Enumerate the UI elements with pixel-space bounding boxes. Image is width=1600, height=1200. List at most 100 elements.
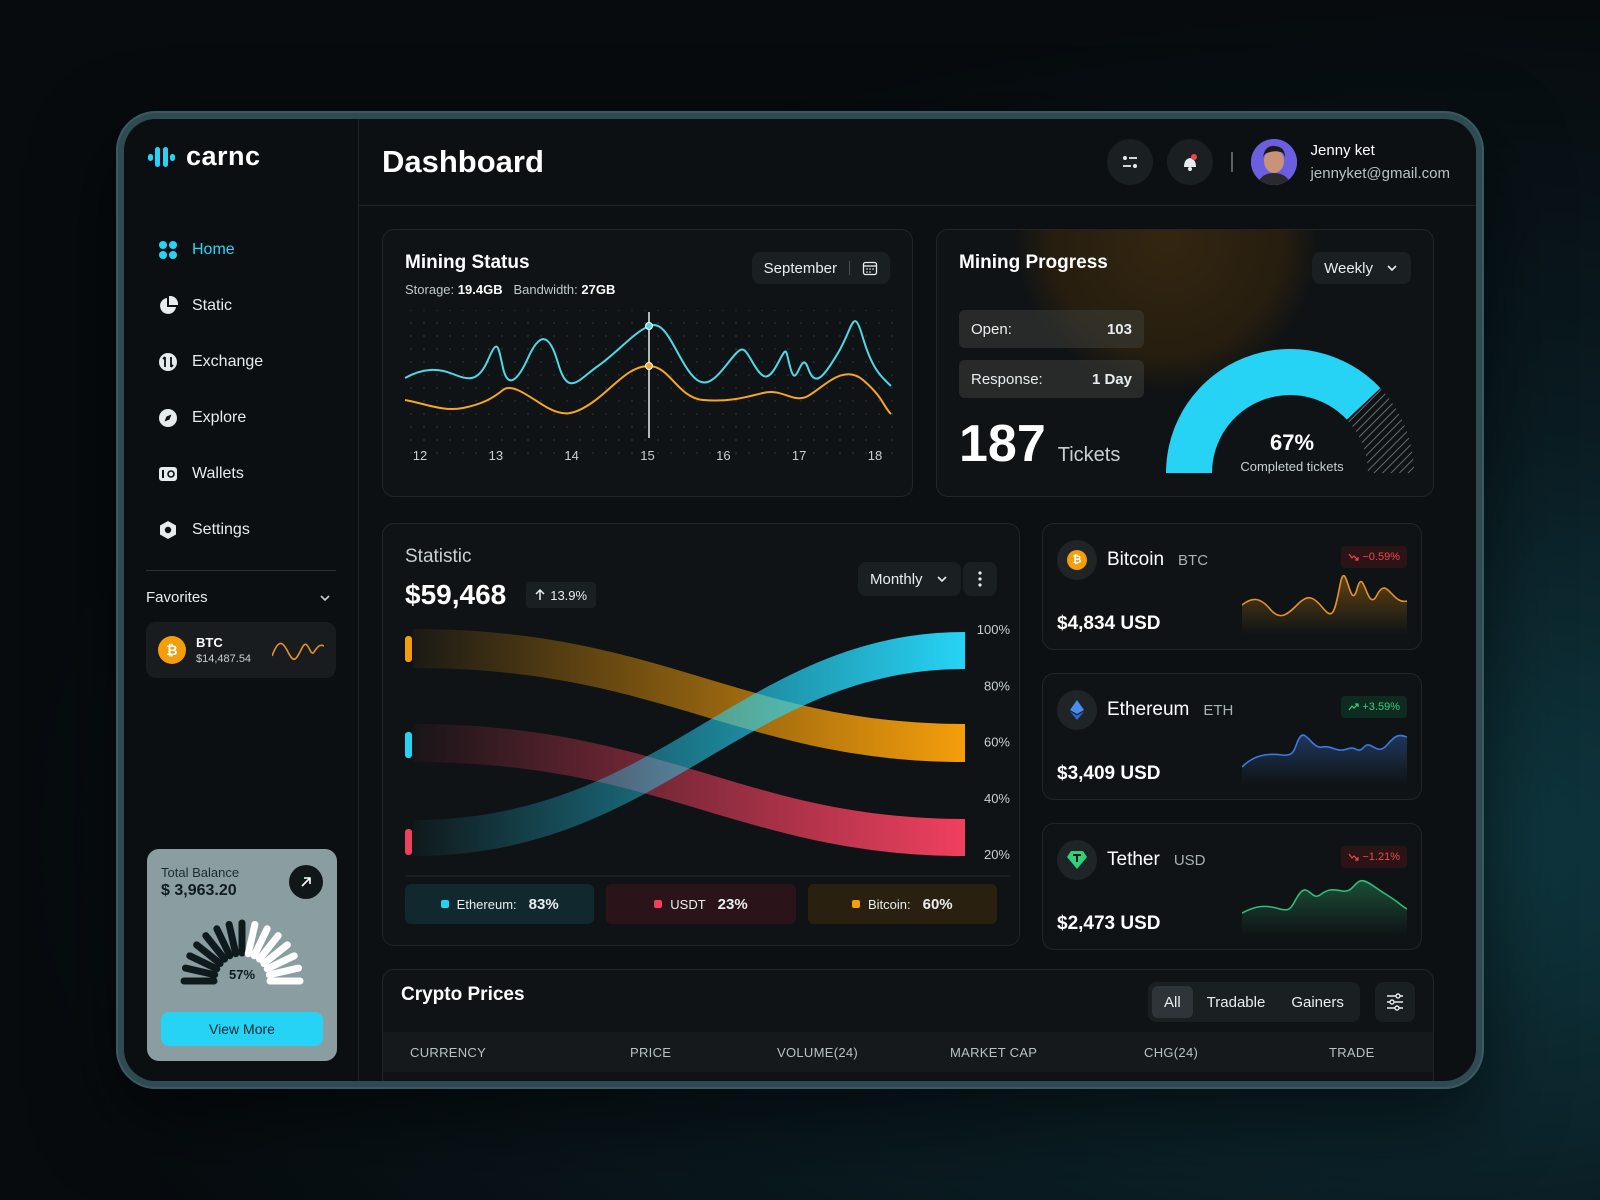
sliders-icon [1387,993,1403,1011]
card-title: Crypto Prices [401,984,525,1005]
sidebar-item-wallets[interactable]: Wallets [146,446,336,502]
exchange-icon [158,352,178,372]
mining-stats: Storage: 19.4GB Bandwidth: 27GB [405,282,615,297]
legend-bitcoin[interactable]: Bitcoin: 60% [807,884,997,924]
gauge-tick [260,941,291,968]
month-select[interactable]: September [751,252,890,284]
tab-gainers[interactable]: Gainers [1291,993,1344,1011]
user-name: Jenny ket [1310,142,1375,159]
tab-all[interactable]: All [1152,986,1193,1018]
column-header[interactable]: VOLUME(24) [777,1044,859,1060]
arrow-up-right-icon[interactable] [289,865,323,899]
gauge-tick [213,925,234,960]
coin-card-tether[interactable]: Tether USD −1.21% $2,473 USD [1042,823,1422,950]
filter-toggle-button[interactable] [1106,139,1153,185]
sidebar-nav: Home Static Exchange Explore [146,222,336,558]
x-axis-tick-label: 18 [868,448,882,463]
x-axis-tick-label: 12 [413,448,427,463]
balance-label: Total Balance [161,865,240,880]
legend-ethereum[interactable]: Ethereum: 83% [405,884,595,924]
sliders-icon [1122,156,1137,168]
column-header[interactable]: PRICE [630,1044,672,1060]
view-more-button[interactable]: View More [161,1012,323,1046]
period-select[interactable]: Weekly [1312,252,1411,284]
chevron-down-icon [1387,265,1397,272]
bell-icon [1183,154,1197,171]
favorite-item-btc[interactable]: ₿ BTC $14,487.54 [146,622,336,678]
sidebar-item-home[interactable]: Home [146,222,336,278]
change-value: −0.59% [1362,551,1400,563]
change-badge: −1.21% [1341,846,1407,868]
sidebar-item-explore[interactable]: Explore [146,390,336,446]
y-axis-tick-label: 20% [984,847,1010,862]
y-axis-tick-label: 80% [984,678,1010,693]
coin-sparkline [1242,575,1407,635]
tether-icon [1057,840,1097,880]
x-axis-tick-label: 15 [640,448,654,463]
change-badge: +3.59% [1341,696,1407,718]
gauge-tick [193,941,224,968]
user-info[interactable]: Jenny ket jennyket@gmail.com [1311,142,1450,182]
gauge-tick [244,920,259,958]
column-header[interactable]: CHG(24) [1144,1044,1199,1060]
more-options-button[interactable] [963,562,997,596]
app-logo[interactable]: carnc [148,141,336,172]
crypto-prices-card: Crypto Prices All Tradable Gainers CURRE… [382,969,1434,1081]
card-title: Statistic [405,546,472,567]
open-label: Open: [971,320,1012,338]
total-balance-card: Total Balance $ 3,963.20 57% View More [147,849,337,1061]
legend-name: Bitcoin: [867,896,911,912]
x-axis-tick-label: 13 [489,448,503,463]
statistic-legend: Ethereum: 83% USDT 23% Bitcoin: 60% [405,884,997,924]
coin-symbol: BTC [1178,551,1209,569]
table-filter-button[interactable] [1375,982,1415,1022]
home-grid-icon [158,240,178,260]
column-header[interactable]: MARKET CAP [950,1044,1038,1060]
sidebar-item-settings[interactable]: Settings [146,502,336,558]
trend-down-icon [1348,853,1359,861]
gauge-tick [186,952,221,973]
tab-tradable[interactable]: Tradable [1206,993,1266,1011]
page-title: Dashboard [382,144,544,179]
ethereum-flow [413,632,965,856]
favorites-header[interactable]: Favorites [146,589,336,606]
coin-name: Ethereum [1107,699,1190,720]
legend-value: 23% [717,895,748,913]
legend-usdt[interactable]: USDT 23% [606,884,796,924]
column-header[interactable]: TRADE [1329,1044,1375,1060]
coin-card-bitcoin[interactable]: ₿ Bitcoin BTC −0.59% $4,834 USD [1042,523,1422,650]
legend-value: 60% [922,895,953,913]
y-axis-tick-label: 60% [984,735,1010,750]
favorite-symbol: BTC [196,635,223,650]
avatar[interactable] [1250,139,1297,185]
table-header: CURRENCY PRICE VOLUME(24) MARKET CAP CHG… [383,1032,1433,1072]
trend-down-icon [1348,553,1359,561]
legend-dot [851,900,860,908]
favorite-value: $14,487.54 [196,653,252,665]
mining-status-card: Mining Status Storage: 19.4GB Bandwidth:… [382,229,913,497]
notifications-button[interactable] [1166,139,1213,185]
legend-value: 83% [528,895,559,913]
series-line-cyan [404,320,892,387]
sidebar-divider [146,570,336,571]
statistic-card: Statistic $59,468 13.9% Monthly [382,523,1020,946]
mining-progress-card: Mining Progress Weekly Open: 103 Respons… [936,229,1434,497]
coin-card-ethereum[interactable]: Ethereum ETH +3.59% $3,409 USD [1042,673,1422,800]
wallet-icon [158,464,178,484]
legend-dot [440,900,449,908]
sidebar-item-exchange[interactable]: Exchange [146,334,336,390]
ethereum-marker [405,732,412,758]
gauge-tick [250,925,271,960]
completed-readout: 67% Completed tickets [1202,430,1382,474]
ethereum-icon [1057,690,1097,730]
completed-percent: 67% [1269,430,1315,455]
change-badge: −0.59% [1341,546,1407,568]
month-value: September [763,259,837,277]
statistic-period-select[interactable]: Monthly [858,562,961,596]
column-header[interactable]: CURRENCY [410,1044,487,1060]
usdt-flow [413,724,965,856]
x-axis-tick-label: 17 [792,448,806,463]
sidebar-item-static[interactable]: Static [146,278,336,334]
balance-value: $ 3,963.20 [161,882,237,899]
pie-chart-icon [158,296,178,316]
